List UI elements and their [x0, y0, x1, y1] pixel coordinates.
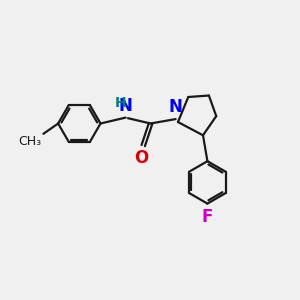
Text: H: H: [114, 96, 126, 110]
Text: N: N: [169, 98, 183, 116]
Text: N: N: [118, 97, 133, 115]
Text: F: F: [202, 208, 213, 226]
Text: CH₃: CH₃: [18, 135, 41, 148]
Text: O: O: [134, 148, 148, 166]
